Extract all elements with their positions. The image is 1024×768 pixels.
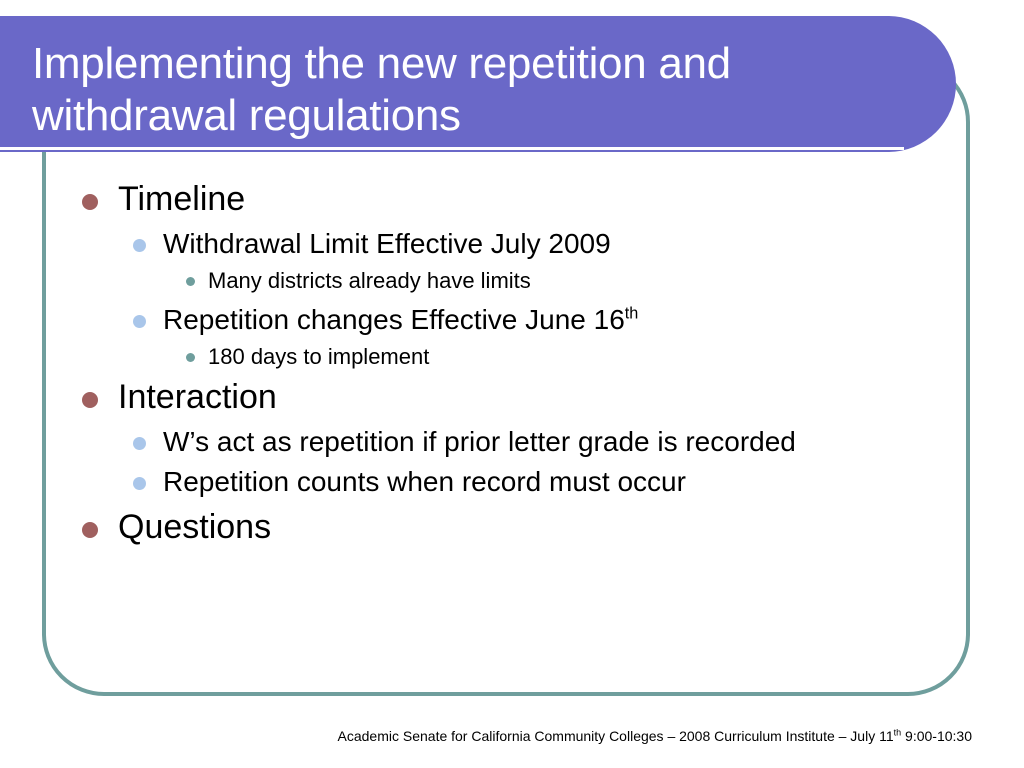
slide-footer: Academic Senate for California Community… [338,728,972,744]
bullet-repetition-counts: Repetition counts when record must occur [133,466,686,498]
title-line-2: withdrawal regulations [32,91,461,140]
bullet-interaction: Interaction [82,378,277,417]
bullet-dot-icon [133,477,146,490]
bullet-text: Withdrawal Limit Effective July 2009 [163,228,611,259]
bullet-withdrawal-limit: Withdrawal Limit Effective July 2009 [133,228,611,260]
content-frame [42,60,970,696]
bullet-dot-icon [186,277,195,286]
footer-text: Academic Senate for California Community… [337,728,894,744]
bullet-dot-icon [82,194,98,210]
bullet-dot-icon [133,315,146,328]
title-line-1: Implementing the new repetition and [32,39,731,88]
title-bar: Implementing the new repetition and withd… [0,16,956,152]
bullet-dot-icon [133,239,146,252]
bullet-repetition-changes: Repetition changes Effective June 16th [133,304,639,336]
bullet-superscript: th [624,304,639,323]
footer-superscript: th [893,727,902,738]
bullet-dot-icon [82,392,98,408]
footer-suffix: 9:00-10:30 [901,728,972,744]
bullet-dot-icon [186,353,195,362]
bullet-ws-act: W’s act as repetition if prior letter gr… [133,426,796,458]
bullet-text: W’s act as repetition if prior letter gr… [163,426,796,457]
bullet-dot-icon [133,437,146,450]
bullet-dot-icon [82,522,98,538]
bullet-text: Timeline [118,180,246,218]
bullet-questions: Questions [82,508,272,547]
bullet-text: Questions [118,508,272,546]
bullet-text: Repetition counts when record must occur [163,466,686,497]
bullet-text: Repetition changes Effective June 16 [163,304,625,335]
bullet-text: 180 days to implement [208,344,430,369]
bullet-text: Many districts already have limits [208,268,531,293]
bullet-timeline: Timeline [82,180,246,219]
bullet-many-districts: Many districts already have limits [186,268,531,294]
slide-title: Implementing the new repetition and withd… [32,38,912,142]
title-underline [0,147,904,150]
bullet-text: Interaction [118,378,277,416]
bullet-180-days: 180 days to implement [186,344,430,370]
